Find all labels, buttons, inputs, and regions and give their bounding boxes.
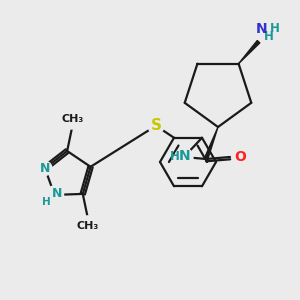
Text: H: H: [170, 149, 180, 163]
Text: H: H: [264, 30, 274, 43]
Circle shape: [255, 22, 268, 36]
Polygon shape: [238, 40, 260, 64]
Text: S: S: [151, 118, 161, 133]
Circle shape: [148, 118, 164, 134]
Text: CH₃: CH₃: [77, 221, 99, 231]
Circle shape: [62, 109, 82, 129]
Circle shape: [268, 23, 280, 35]
Text: N: N: [179, 149, 191, 163]
Text: H: H: [270, 22, 280, 35]
Text: H: H: [42, 197, 51, 207]
Circle shape: [233, 150, 247, 164]
Circle shape: [175, 148, 193, 166]
Circle shape: [78, 216, 98, 236]
Text: CH₃: CH₃: [61, 114, 83, 124]
Circle shape: [38, 161, 52, 176]
Text: N: N: [256, 22, 267, 36]
Circle shape: [46, 186, 64, 204]
Text: N: N: [51, 188, 62, 200]
Circle shape: [262, 31, 274, 43]
Text: O: O: [234, 150, 246, 164]
Text: N: N: [40, 162, 50, 175]
Polygon shape: [204, 127, 218, 160]
